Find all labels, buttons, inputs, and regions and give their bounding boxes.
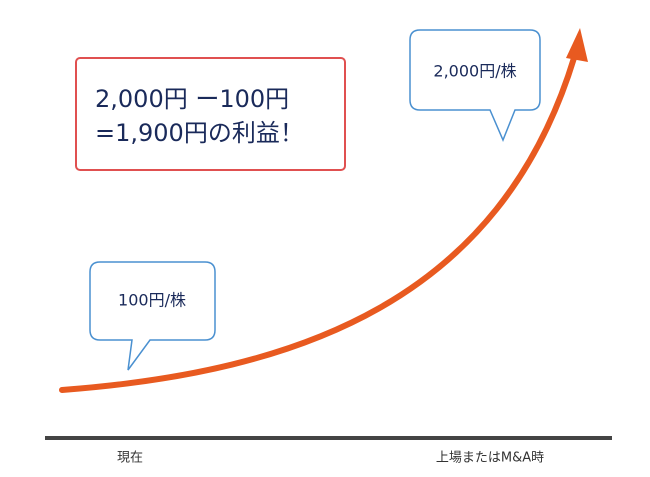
profit-line: 2,000円 ー100円 <box>95 85 289 113</box>
axis-label: 現在 <box>117 451 143 466</box>
profit-line: =1,900円の利益！ <box>95 119 304 147</box>
profit-box <box>75 57 346 171</box>
growth-curve <box>59 55 577 393</box>
arrow-head <box>566 28 588 62</box>
callout-label: 100円/株 <box>118 291 186 310</box>
axis-label: 上場またはM&A時 <box>436 451 544 466</box>
callout <box>409 29 541 142</box>
callout <box>89 261 216 371</box>
callout-label: 2,000円/株 <box>433 62 516 81</box>
